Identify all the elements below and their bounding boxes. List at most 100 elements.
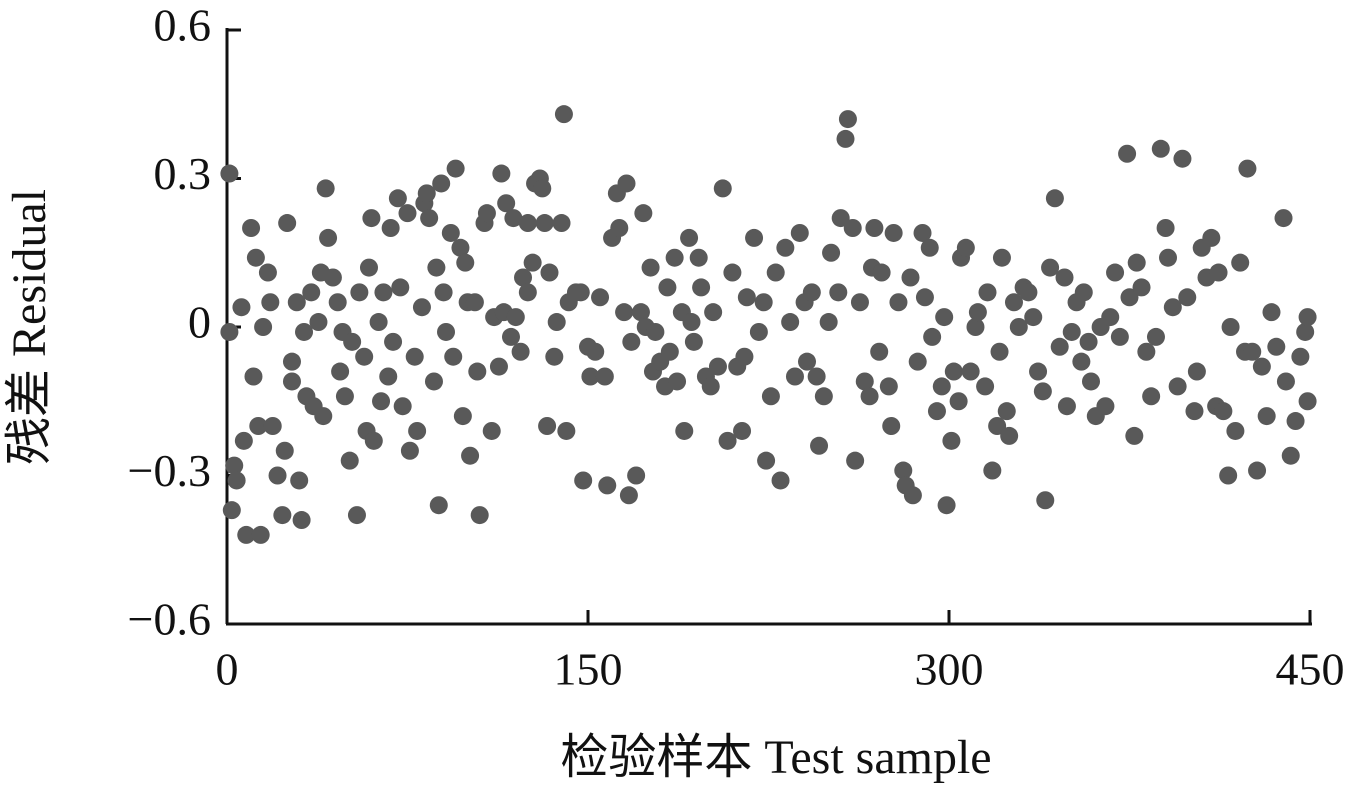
point [545,347,564,366]
point [956,238,975,257]
point [1096,397,1115,416]
point [713,179,732,198]
point [1151,139,1170,158]
point [331,362,350,381]
point [591,288,610,307]
point [836,129,855,148]
point [374,283,393,302]
point [220,322,239,341]
point [220,164,239,183]
point [822,243,841,262]
point [658,278,677,297]
point [225,456,244,475]
x-tick-label: 450 [1276,644,1345,695]
point [901,268,920,287]
point [935,308,954,327]
y-tick-label: 0.3 [154,148,212,199]
point [417,184,436,203]
x-axis-title: 检验样本 Test sample [560,731,991,784]
point [232,298,251,317]
point [1178,288,1197,307]
point [533,179,552,198]
point [913,223,932,242]
point [1274,209,1293,228]
point [278,214,297,233]
point [343,332,362,351]
point [398,204,417,223]
point [237,525,256,544]
point [1168,377,1187,396]
point [646,322,665,341]
point [723,263,742,282]
point [258,263,277,282]
x-tick-label: 150 [554,644,623,695]
point [634,204,653,223]
point [1057,397,1076,416]
point [340,451,359,470]
point [1159,248,1178,267]
point [807,367,826,386]
point [465,293,484,312]
point [261,293,280,312]
point [1276,372,1295,391]
point [456,253,475,272]
point [384,332,403,351]
point [581,367,600,386]
point [1185,402,1204,421]
point [535,214,554,233]
point [249,417,268,435]
point [968,303,987,322]
point [314,407,333,426]
point [381,219,400,237]
point [290,471,309,490]
point [1296,322,1315,341]
point [504,209,523,228]
point [369,313,388,332]
point [523,253,542,272]
point [966,318,985,336]
point [292,511,311,530]
point [518,214,537,233]
point [1033,382,1052,401]
point [990,342,1009,361]
point [405,347,424,366]
point [246,248,265,267]
point [362,209,381,228]
point [429,496,448,515]
x-tick-label: 0 [216,644,239,695]
point [1050,337,1069,356]
point [432,174,451,193]
point [631,303,650,322]
point [944,362,963,381]
point [254,318,273,336]
point [1029,362,1048,381]
point [1231,253,1250,272]
point [1019,283,1038,302]
point [273,506,292,525]
point [1226,421,1245,440]
point [831,209,850,228]
point [781,313,800,332]
point [870,342,889,361]
point [949,392,968,411]
point [701,377,720,396]
point [514,268,533,287]
point [850,293,869,312]
point [400,441,419,460]
point [997,402,1016,421]
point [492,164,511,183]
point [988,417,1007,435]
point [468,362,487,381]
point [889,293,908,312]
point [754,293,773,312]
point [586,342,605,361]
point [776,238,795,257]
point [665,248,684,267]
point [598,476,617,495]
point [1110,327,1129,346]
point [798,352,817,371]
point [1252,357,1271,376]
point [282,372,301,391]
point [810,436,829,455]
